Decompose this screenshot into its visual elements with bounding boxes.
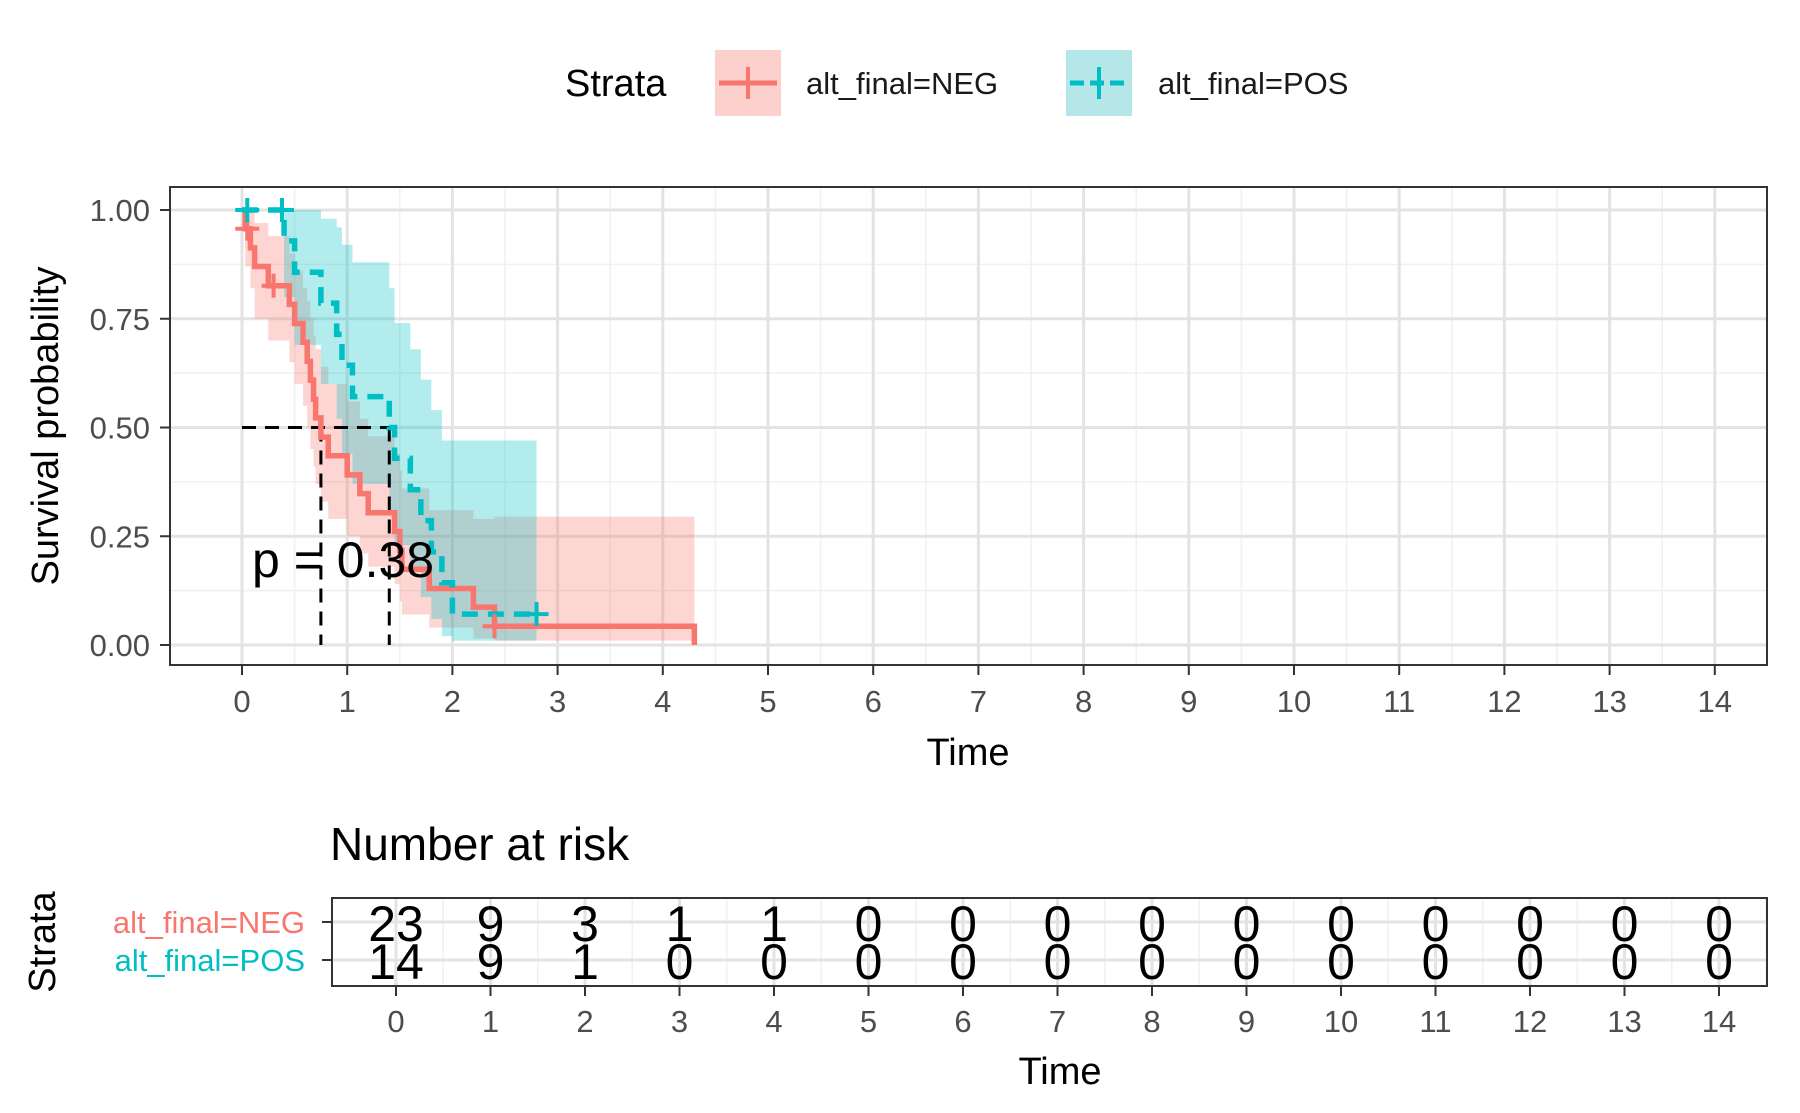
x-tick-label: 3 (549, 684, 566, 719)
risk-value: 0 (1611, 896, 1639, 952)
y-tick-label: 0.00 (90, 628, 150, 663)
risk-value: 1 (571, 934, 599, 990)
x-tick-label: 10 (1277, 684, 1311, 719)
risk-row-label: alt_final=NEG (113, 905, 305, 940)
risk-value: 0 (1138, 934, 1166, 990)
risk-value: 0 (1705, 934, 1733, 990)
risk-value: 0 (666, 934, 694, 990)
risk-value: 0 (760, 934, 788, 990)
risk-value: 0 (855, 934, 883, 990)
x-tick-label: 5 (759, 684, 776, 719)
risk-table-title: Number at risk (330, 818, 630, 870)
x-axis-title: Time (926, 732, 1009, 774)
risk-value: 0 (1422, 896, 1450, 952)
risk-value: 0 (1516, 896, 1544, 952)
x-tick-label: 2 (576, 1004, 593, 1039)
p-value-annotation: p = 0.38 (252, 532, 434, 588)
x-tick-label: 11 (1383, 684, 1415, 719)
risk-y-axis-title: Strata (22, 890, 64, 992)
plot-border (169, 186, 1768, 666)
x-tick-label: 2 (444, 684, 461, 719)
y-tick-label: 0.25 (90, 519, 150, 554)
x-tick-label: 6 (954, 1004, 971, 1039)
risk-value: 0 (1233, 934, 1261, 990)
risk-value: 0 (1516, 934, 1544, 990)
risk-value: 0 (1044, 896, 1072, 952)
risk-table-background (332, 898, 1767, 986)
x-tick-label: 0 (233, 684, 250, 719)
legend-key-pos (1066, 50, 1132, 116)
legend-title: Strata (565, 63, 667, 105)
risk-value: 0 (1233, 896, 1261, 952)
risk-value: 23 (368, 896, 424, 952)
risk-value: 3 (571, 896, 599, 952)
risk-x-axis-title: Time (1018, 1051, 1101, 1093)
survival-curves (242, 207, 698, 645)
risk-value: 0 (1705, 896, 1733, 952)
risk-table-axes: 0 1 2 3 4 5 6 7 8 9 10 11 12 13 14alt_final=NEGalt_fin… (113, 905, 1736, 1039)
risk-value: 0 (949, 896, 977, 952)
risk-value: 0 (1327, 896, 1355, 952)
y-axis-title: Survival probability (25, 267, 67, 586)
survival-curve-pos (242, 207, 537, 617)
risk-value: 0 (1044, 934, 1072, 990)
x-tick-label: 12 (1513, 1004, 1547, 1039)
risk-table-gridlines (332, 898, 1767, 986)
confidence-band-neg (242, 210, 695, 641)
x-tick-label: 13 (1592, 684, 1626, 719)
risk-value: 0 (1138, 896, 1166, 952)
risk-value: 0 (1327, 934, 1355, 990)
x-tick-label: 9 (1238, 1004, 1255, 1039)
risk-value: 0 (1611, 934, 1639, 990)
x-tick-label: 14 (1698, 684, 1732, 719)
legend: Strata alt_final=NEG alt_final=POS (565, 50, 1348, 116)
risk-value: 0 (855, 896, 883, 952)
x-tick-label: 13 (1607, 1004, 1641, 1039)
x-tick-label: 6 (865, 684, 882, 719)
x-tick-label: 8 (1075, 684, 1092, 719)
risk-row-label: alt_final=POS (115, 943, 305, 978)
x-tick-label: 3 (671, 1004, 688, 1039)
plot-axes: 0 1 2 3 4 5 6 7 8 9 10 11 12 13 140.000.250.500.751.00 (90, 193, 1732, 719)
legend-key-neg (715, 50, 781, 116)
risk-value: 0 (1422, 934, 1450, 990)
median-lines (242, 426, 391, 645)
legend-label-pos: alt_final=POS (1158, 66, 1348, 101)
x-tick-label: 4 (765, 1004, 782, 1039)
risk-table-values: 23 9 3 1 1 0 0 0 0 0 0 0 0 0 014 9 1 0 0 0 0 0 0 0 0 0 0 0 0 (368, 896, 1733, 990)
x-tick-label: 12 (1487, 684, 1521, 719)
x-tick-label: 0 (387, 1004, 404, 1039)
x-tick-label: 7 (1049, 1004, 1066, 1039)
risk-table: Number at risk 23 9 3 1 1 0 0 0 0 0 0 0 0 0 014 9 1 0 0 0 0 0… (22, 818, 1768, 1093)
x-tick-label: 14 (1702, 1004, 1736, 1039)
y-tick-label: 1.00 (90, 193, 150, 228)
y-tick-label: 0.75 (90, 302, 150, 337)
x-tick-label: 9 (1180, 684, 1197, 719)
y-tick-label: 0.50 (90, 411, 150, 446)
x-tick-label: 1 (482, 1004, 499, 1039)
x-tick-label: 4 (654, 684, 671, 719)
plot-gridlines (170, 187, 1769, 665)
x-tick-label: 8 (1143, 1004, 1160, 1039)
survival-curve-neg (242, 207, 698, 645)
x-tick-label: 1 (339, 684, 356, 719)
risk-value: 1 (666, 896, 694, 952)
risk-value: 1 (760, 896, 788, 952)
x-tick-label: 10 (1324, 1004, 1358, 1039)
risk-value: 9 (477, 934, 505, 990)
risk-value: 0 (949, 934, 977, 990)
censor-marks (235, 198, 549, 639)
risk-value: 9 (477, 896, 505, 952)
x-tick-label: 11 (1419, 1004, 1451, 1039)
survival-plot: p = 0.38 0 1 2 3 4 5 6 7 8 9 10 11 12 13 140.000.250.5… (25, 186, 1769, 774)
risk-table-border (331, 897, 1768, 987)
legend-label-neg: alt_final=NEG (806, 66, 998, 101)
x-tick-label: 7 (970, 684, 987, 719)
risk-value: 14 (368, 934, 424, 990)
x-tick-label: 5 (860, 1004, 877, 1039)
